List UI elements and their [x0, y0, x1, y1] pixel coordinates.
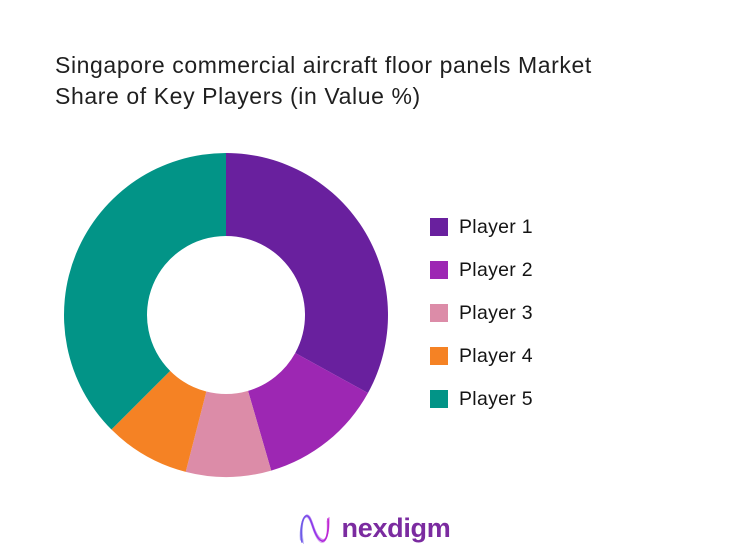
donut-chart — [63, 152, 389, 478]
donut-segment-player-2[interactable] — [248, 353, 368, 471]
nexdigm-wave-n-icon — [299, 514, 330, 544]
legend-item-player-4[interactable]: Player 4 — [430, 344, 533, 367]
donut-segment-player-1[interactable] — [226, 153, 388, 394]
legend-swatch-player-3 — [430, 304, 448, 322]
legend-item-player-2[interactable]: Player 2 — [430, 258, 533, 281]
chart-legend: Player 1 Player 2 Player 3 Player 4 Play… — [430, 215, 533, 433]
donut-segment-player-3[interactable] — [185, 390, 272, 478]
legend-swatch-player-1 — [430, 218, 448, 236]
legend-item-player-3[interactable]: Player 3 — [430, 301, 533, 324]
legend-label: Player 2 — [459, 258, 533, 281]
donut-segment-player-5[interactable] — [64, 153, 226, 430]
legend-item-player-1[interactable]: Player 1 — [430, 215, 533, 238]
legend-label: Player 1 — [459, 215, 533, 238]
donut-segment-player-4[interactable] — [111, 370, 207, 472]
legend-swatch-player-2 — [430, 261, 448, 279]
legend-label: Player 5 — [459, 387, 533, 410]
legend-item-player-5[interactable]: Player 5 — [430, 387, 533, 410]
legend-swatch-player-5 — [430, 390, 448, 408]
donut-chart-svg — [64, 153, 388, 478]
chart-title: Singapore commercial aircraft floor pane… — [55, 52, 592, 109]
legend-swatch-player-4 — [430, 347, 448, 365]
legend-label: Player 4 — [459, 344, 533, 367]
brand-footer: nexdigm — [0, 510, 745, 546]
legend-label: Player 3 — [459, 301, 533, 324]
brand-name: nexdigm — [341, 512, 451, 543]
